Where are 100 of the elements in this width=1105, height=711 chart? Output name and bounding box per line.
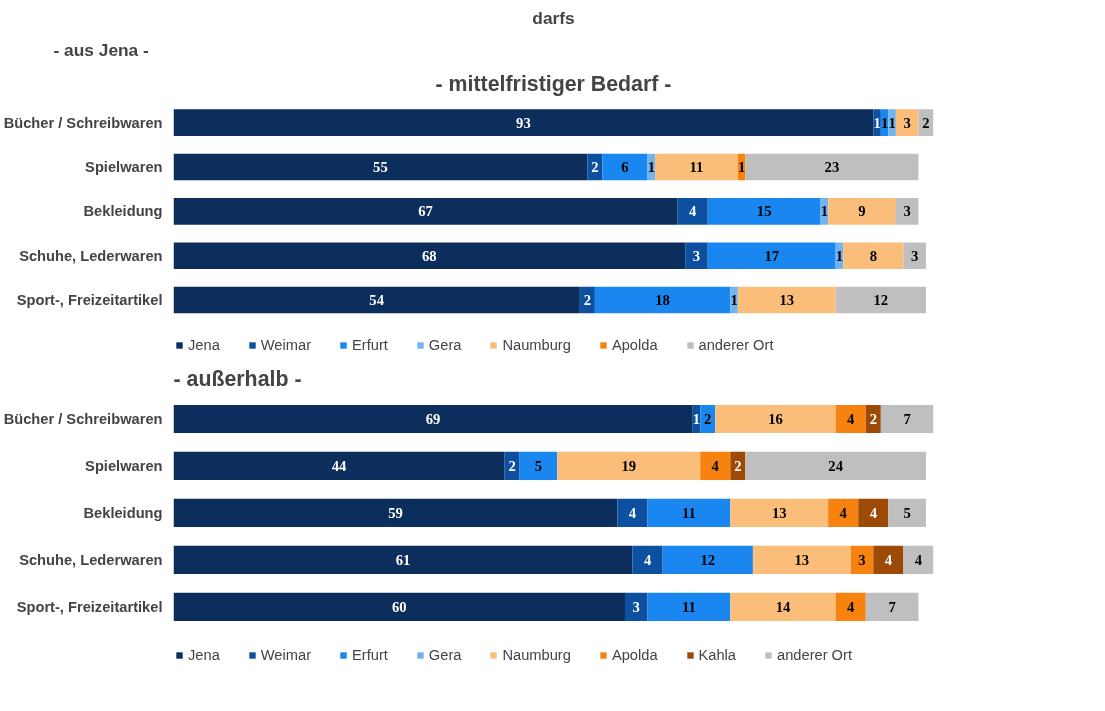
- legend-label: Weimar: [260, 337, 312, 353]
- data-label: 69: [425, 410, 441, 427]
- bar: [173, 242, 686, 270]
- legend-label: Erfurt: [352, 647, 388, 663]
- bar: [843, 242, 904, 270]
- data-label: 3: [903, 203, 911, 220]
- y-tick-label: Bekleidung: [83, 203, 163, 220]
- bar: [858, 498, 889, 527]
- legend-label: anderer Ort: [777, 647, 852, 663]
- data-label: 3: [858, 551, 866, 568]
- data-label: 2: [583, 292, 592, 309]
- bar: [173, 592, 625, 621]
- data-label: 2: [922, 114, 930, 131]
- data-label: 3: [632, 598, 640, 615]
- bar: [602, 153, 648, 181]
- data-label: 67: [418, 203, 433, 220]
- legend-label: Kahla: [698, 647, 737, 663]
- bar: [835, 286, 926, 314]
- chart-title: - außerhalb -: [173, 366, 302, 391]
- legend-label: Jena: [188, 337, 220, 353]
- data-label: 24: [828, 457, 844, 474]
- y-tick-label: Bekleidung: [83, 504, 163, 521]
- data-label: 5: [903, 504, 911, 521]
- bar: [888, 498, 926, 527]
- y-tick-label: Sport-, Freizeitartikel: [16, 292, 163, 309]
- y-tick-label: Bücher / Schreibwaren: [3, 410, 163, 427]
- bar: [700, 451, 731, 481]
- data-label: 3: [903, 114, 911, 131]
- legend-label: Jena: [188, 647, 220, 663]
- bar: [707, 242, 836, 270]
- data-label: 18: [655, 292, 670, 309]
- data-label: 59: [388, 504, 403, 521]
- data-label: 55: [373, 159, 388, 176]
- legend-label: anderer Ort: [698, 337, 774, 353]
- data-label: 13: [771, 504, 787, 521]
- bar: [594, 286, 731, 314]
- data-label: 4: [847, 598, 856, 615]
- bar: [835, 404, 866, 434]
- legend-label: Gera: [428, 647, 462, 663]
- data-label: 9: [858, 203, 866, 220]
- data-label: 19: [621, 457, 637, 474]
- bar: [707, 198, 821, 225]
- data-label: 54: [369, 292, 385, 309]
- data-label: 17: [764, 247, 780, 264]
- y-tick-label: Sport-, Freizeitartikel: [16, 598, 163, 615]
- data-label: 7: [888, 598, 896, 615]
- bar: [173, 451, 505, 481]
- data-label: 1: [647, 159, 655, 176]
- y-tick-label: Schuhe, Lederwaren: [19, 551, 163, 568]
- data-label: 1: [835, 247, 844, 264]
- data-label: 3: [692, 247, 701, 264]
- data-label: 7: [903, 410, 911, 427]
- data-label: 14: [775, 598, 791, 615]
- data-label: 12: [873, 292, 889, 309]
- data-label: 1: [880, 114, 889, 131]
- bar: [895, 109, 919, 136]
- legend-label: Gera: [428, 337, 462, 353]
- bar: [835, 592, 866, 621]
- bar: [173, 198, 678, 225]
- bar: [730, 498, 829, 527]
- data-label: 15: [756, 203, 772, 220]
- legend-label: Apolda: [611, 337, 658, 353]
- bar: [655, 153, 738, 181]
- data-label: 13: [779, 292, 795, 309]
- bar: [752, 545, 851, 574]
- bar: [557, 451, 701, 481]
- bar: [617, 498, 648, 527]
- bar: [647, 592, 731, 621]
- bar: [685, 242, 708, 270]
- bar: [745, 451, 926, 481]
- data-label: 1: [888, 114, 896, 131]
- bar: [880, 404, 934, 434]
- bar: [715, 404, 836, 434]
- data-label: 4: [689, 203, 698, 220]
- data-label: 5: [534, 457, 543, 474]
- data-label: 8: [869, 247, 877, 264]
- data-label: 1: [873, 114, 881, 131]
- bar: [895, 198, 919, 225]
- y-tick-label: Spielwaren: [85, 457, 163, 474]
- bar: [173, 498, 618, 527]
- data-label: 1: [730, 292, 738, 309]
- data-label: 11: [682, 598, 696, 615]
- bar: [173, 545, 633, 574]
- data-label: 2: [508, 457, 516, 474]
- bar: [873, 545, 904, 574]
- bar: [677, 198, 708, 225]
- data-label: 4: [869, 504, 878, 521]
- bar: [647, 498, 731, 527]
- bar: [865, 592, 919, 621]
- y-tick-label: Schuhe, Lederwaren: [19, 247, 163, 264]
- data-label: 93: [516, 114, 531, 131]
- bar: [173, 153, 588, 181]
- data-label: 4: [628, 504, 637, 521]
- bar: [737, 286, 836, 314]
- bar: [828, 498, 859, 527]
- bar: [519, 451, 558, 481]
- data-label: 4: [847, 410, 856, 427]
- chart-title: - mittelfristiger Bedarf -: [435, 71, 672, 96]
- data-label: 6: [621, 159, 629, 176]
- data-label: 11: [682, 504, 696, 521]
